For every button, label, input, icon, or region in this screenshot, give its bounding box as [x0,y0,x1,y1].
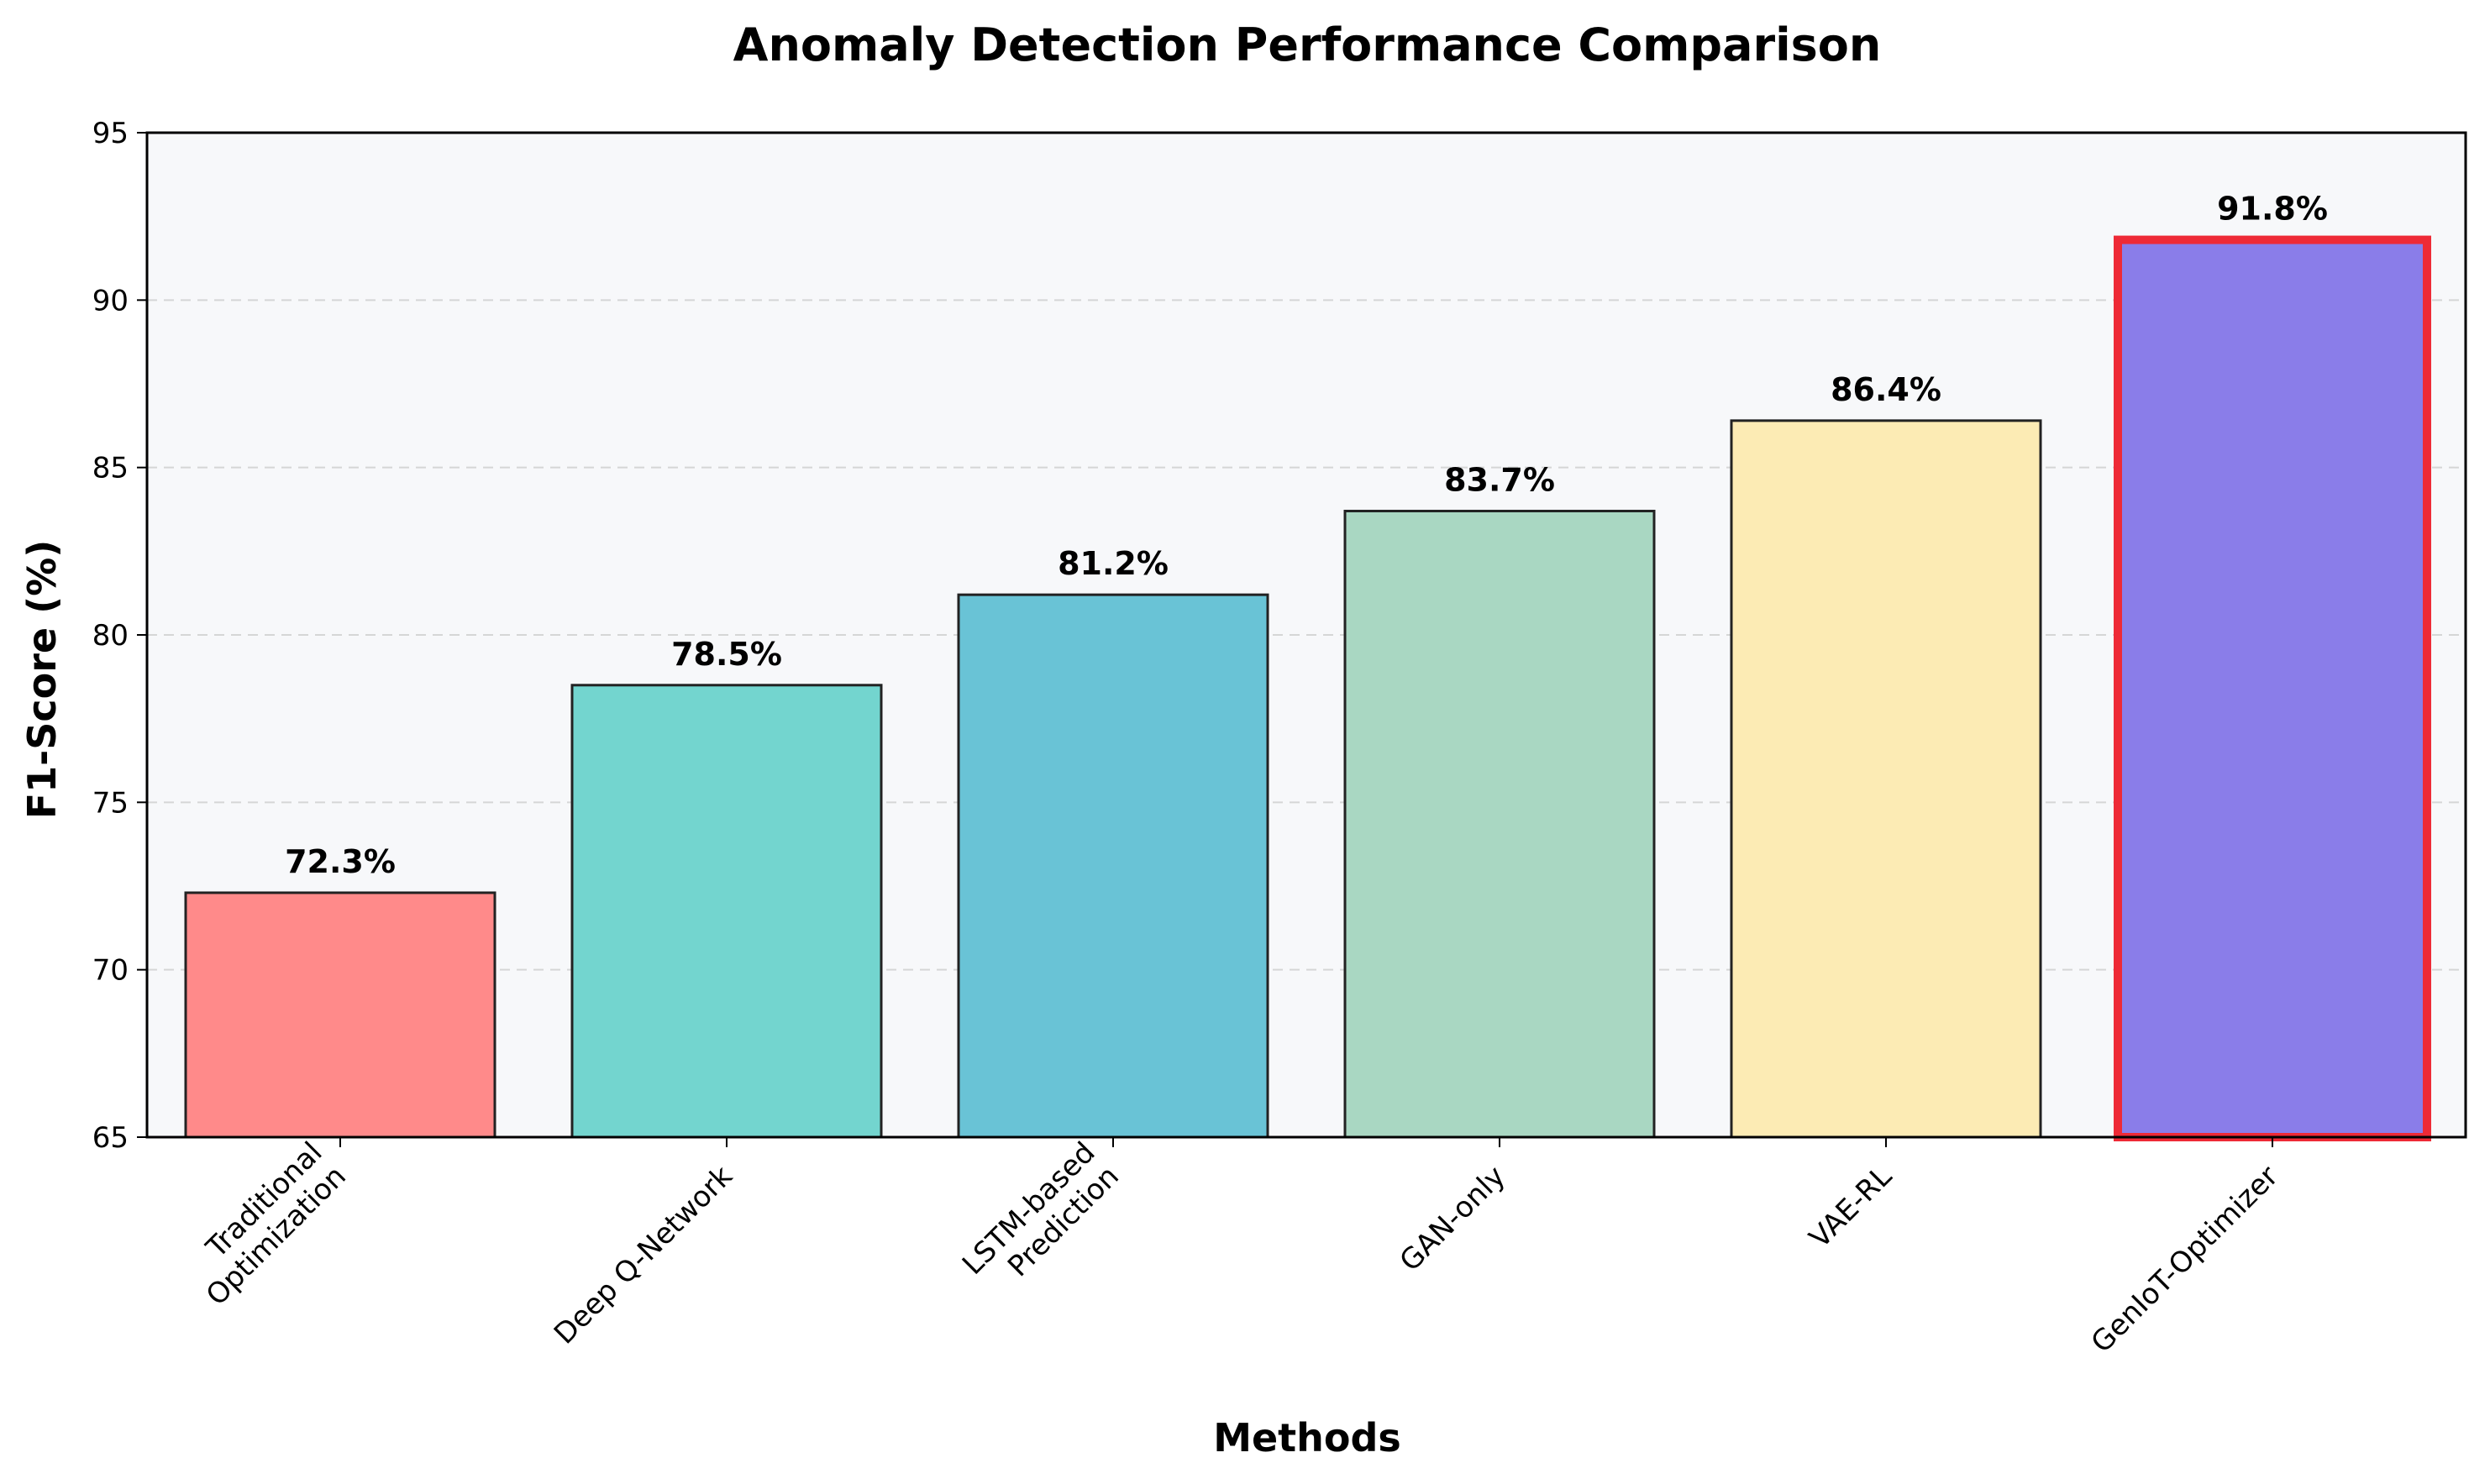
y-tick-label: 75 [92,786,129,820]
bar-0 [184,891,496,1139]
bar-value-label: 83.7% [1444,461,1555,498]
bar-2 [957,593,1269,1139]
y-tick-label: 70 [92,954,129,988]
bar-4 [1730,419,2042,1139]
bar-5 [2114,235,2431,1141]
y-tick-label: 95 [92,117,129,150]
plot-frame [145,131,2467,1139]
bar-value-label: 86.4% [1831,371,1941,408]
x-axis-title: Methods [1213,1415,1401,1460]
plot-area: 6570758085909572.3%TraditionalOptimizati… [92,117,2467,1360]
y-tick-label: 65 [92,1121,129,1155]
bar-value-label: 72.3% [285,843,396,880]
y-tick-label: 85 [92,452,129,485]
bar-value-label: 81.2% [1058,545,1169,582]
bar-1 [570,684,883,1139]
bar-3 [1343,509,1656,1139]
bar-value-label: 91.8% [2217,191,2328,228]
y-tick-label: 80 [92,619,129,653]
bar-value-label: 78.5% [671,636,782,673]
chart-title: Anomaly Detection Performance Comparison [733,18,1882,71]
y-tick-label: 90 [92,284,129,317]
y-axis-title: F1-Score (%) [19,540,65,820]
